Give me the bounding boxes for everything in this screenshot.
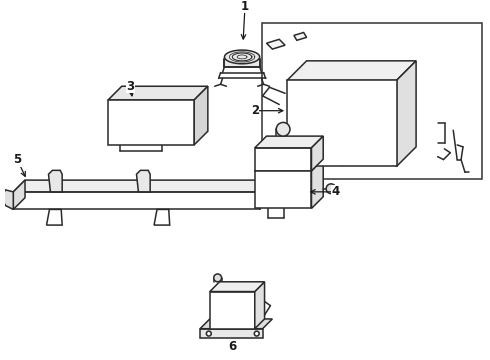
Polygon shape: [13, 192, 260, 210]
Bar: [255, 148, 312, 171]
Polygon shape: [312, 159, 323, 208]
Polygon shape: [200, 329, 263, 338]
Polygon shape: [224, 59, 260, 67]
Circle shape: [173, 135, 181, 143]
Polygon shape: [47, 210, 62, 225]
Polygon shape: [108, 86, 208, 100]
Polygon shape: [287, 61, 416, 80]
Polygon shape: [210, 282, 265, 292]
Polygon shape: [396, 61, 416, 166]
Circle shape: [326, 184, 336, 194]
Circle shape: [276, 122, 290, 136]
Polygon shape: [13, 180, 271, 192]
Bar: [108, 100, 194, 145]
Text: 2: 2: [251, 104, 259, 117]
Circle shape: [214, 274, 221, 282]
Polygon shape: [260, 188, 265, 210]
Polygon shape: [224, 50, 260, 64]
Polygon shape: [210, 292, 255, 329]
Polygon shape: [294, 32, 307, 40]
Bar: [255, 171, 312, 208]
Circle shape: [254, 331, 259, 336]
Text: 5: 5: [13, 153, 22, 166]
Polygon shape: [255, 282, 265, 329]
Text: 4: 4: [332, 185, 340, 198]
Polygon shape: [255, 136, 323, 148]
Text: 6: 6: [228, 340, 236, 353]
Polygon shape: [13, 180, 25, 210]
Polygon shape: [154, 210, 170, 225]
Polygon shape: [200, 319, 272, 329]
Polygon shape: [137, 170, 150, 192]
Polygon shape: [271, 151, 284, 161]
Text: 3: 3: [126, 80, 135, 93]
Polygon shape: [312, 136, 323, 171]
Polygon shape: [194, 86, 208, 145]
Circle shape: [206, 331, 211, 336]
Text: 1: 1: [241, 0, 249, 13]
Polygon shape: [1, 190, 13, 210]
Polygon shape: [49, 170, 62, 192]
Bar: [287, 80, 396, 166]
Bar: [262, 23, 482, 179]
Polygon shape: [267, 39, 285, 49]
